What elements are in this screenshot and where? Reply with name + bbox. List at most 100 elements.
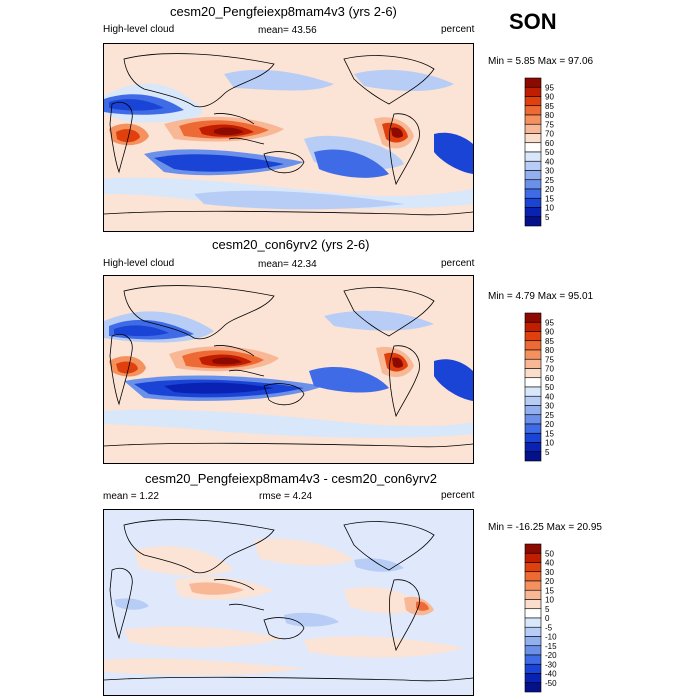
colorbar-tick-label: -15 [545, 642, 557, 651]
colorbar-swatch [524, 151, 542, 162]
colorbar-tick-label: 90 [545, 328, 554, 337]
colorbar-tick-label: 95 [545, 318, 554, 327]
season-label: SON [509, 9, 557, 34]
colorbar-tick-label: 5 [545, 605, 550, 614]
panel-3-map [103, 509, 474, 696]
panel-3-mean-label: mean = 1.22 [103, 491, 159, 502]
colorbar-tick-label: 5 [545, 213, 550, 222]
colorbar-tick-label: 30 [545, 167, 554, 176]
colorbar-tick-label: 50 [545, 549, 554, 558]
colorbar-tick-label: 5 [545, 448, 550, 457]
colorbar-swatch [524, 432, 542, 443]
colorbar-swatch [524, 114, 542, 125]
colorbar-swatch [524, 423, 542, 434]
colorbar-swatch [524, 442, 542, 453]
colorbar-swatch [524, 562, 542, 573]
colorbar-tick-label: 60 [545, 139, 554, 148]
colorbar-tick-label: 40 [545, 392, 554, 401]
colorbar-swatch [524, 349, 542, 360]
panel-2-mean-label: mean= 42.34 [258, 259, 317, 270]
colorbar-swatch [524, 105, 542, 116]
colorbar-tick-label: 10 [545, 204, 554, 213]
panel-2-title: cesm20_con6yrv2 (yrs 2-6) [212, 237, 370, 252]
colorbar-swatch [524, 77, 542, 88]
colorbar-swatch [524, 626, 542, 637]
colorbar-tick-label: -40 [545, 670, 557, 679]
colorbar-swatch [524, 142, 542, 153]
colorbar-tick-label: 20 [545, 185, 554, 194]
colorbar-swatch [524, 368, 542, 379]
colorbar-tick-label: 40 [545, 559, 554, 568]
colorbar-swatch [524, 617, 542, 628]
colorbar-swatch [524, 645, 542, 656]
colorbar-swatch [524, 571, 542, 582]
colorbar-swatch [524, 377, 542, 388]
colorbar-tick-label: 90 [545, 93, 554, 102]
colorbar-swatch [524, 312, 542, 323]
colorbar-swatch [524, 160, 542, 171]
colorbar-swatch [524, 197, 542, 208]
colorbar-swatch [524, 682, 542, 693]
colorbar-swatch [524, 451, 542, 462]
colorbar-swatch [524, 608, 542, 619]
colorbar-tick-label: 70 [545, 365, 554, 374]
colorbar-tick-label: 50 [545, 148, 554, 157]
colorbar-swatch [524, 340, 542, 351]
colorbar-swatch [524, 188, 542, 199]
colorbar-tick-label: 50 [545, 383, 554, 392]
panel-2-colorbar: 95 90 85 80 75 70 60 50 40 30 25 20 15 10 5 [524, 312, 554, 462]
colorbar-tick-label: 80 [545, 111, 554, 120]
colorbar-tick-label: 30 [545, 568, 554, 577]
colorbar-swatch [524, 599, 542, 610]
colorbar-swatch [524, 580, 542, 591]
colorbar-swatch [524, 405, 542, 416]
colorbar-swatch [524, 133, 542, 144]
colorbar-tick-label: 25 [545, 411, 554, 420]
panel-1-map [103, 43, 474, 232]
colorbar-swatch [524, 673, 542, 684]
colorbar-tick-label: 15 [545, 194, 554, 203]
colorbar-swatch [524, 386, 542, 397]
colorbar-swatch [524, 552, 542, 563]
colorbar-tick-label: 95 [545, 83, 554, 92]
colorbar-tick-label: 15 [545, 429, 554, 438]
colorbar-swatch [524, 636, 542, 647]
colorbar-tick-label: 15 [545, 586, 554, 595]
colorbar-swatch [524, 207, 542, 218]
colorbar-tick-label: 75 [545, 355, 554, 364]
panel-2-field-label: High-level cloud [103, 258, 175, 269]
colorbar-tick-label: 70 [545, 130, 554, 139]
panel-1-mean-label: mean= 43.56 [258, 25, 317, 36]
panel-3-units-label: percent [441, 490, 475, 501]
colorbar-tick-label: 60 [545, 374, 554, 383]
colorbar-swatch [524, 179, 542, 190]
colorbar-tick-label: 40 [545, 157, 554, 166]
panel-1-field-label: High-level cloud [103, 24, 175, 35]
colorbar-tick-label: 30 [545, 402, 554, 411]
panel-3-colorbar: 50 40 30 20 15 10 5 0 -5 -10 -15 -20 -30 -40 -50 [524, 543, 557, 693]
colorbar-swatch [524, 216, 542, 227]
panel-1-minmax: Min = 5.85 Max = 97.06 [488, 56, 594, 67]
panel-3-minmax: Min = -16.25 Max = 20.95 [488, 522, 602, 533]
colorbar-tick-label: -20 [545, 651, 557, 660]
colorbar-tick-label: -30 [545, 660, 557, 669]
panel-3-title: cesm20_Pengfeiexp8mam4v3 - cesm20_con6yr… [145, 471, 437, 486]
colorbar-swatch [524, 123, 542, 134]
colorbar-tick-label: 0 [545, 614, 550, 623]
colorbar-swatch [524, 543, 542, 554]
colorbar-tick-label: 10 [545, 596, 554, 605]
colorbar-tick-label: 20 [545, 420, 554, 429]
colorbar-swatch [524, 663, 542, 674]
panel-1-units-label: percent [441, 24, 475, 35]
colorbar-tick-label: -10 [545, 633, 557, 642]
colorbar-swatch [524, 414, 542, 425]
colorbar-swatch [524, 321, 542, 332]
panel-2-units-label: percent [441, 258, 475, 269]
colorbar-tick-label: 80 [545, 346, 554, 355]
panel-1-title: cesm20_Pengfeiexp8mam4v3 (yrs 2-6) [170, 4, 397, 19]
colorbar-swatch [524, 358, 542, 369]
colorbar-tick-label: 10 [545, 439, 554, 448]
